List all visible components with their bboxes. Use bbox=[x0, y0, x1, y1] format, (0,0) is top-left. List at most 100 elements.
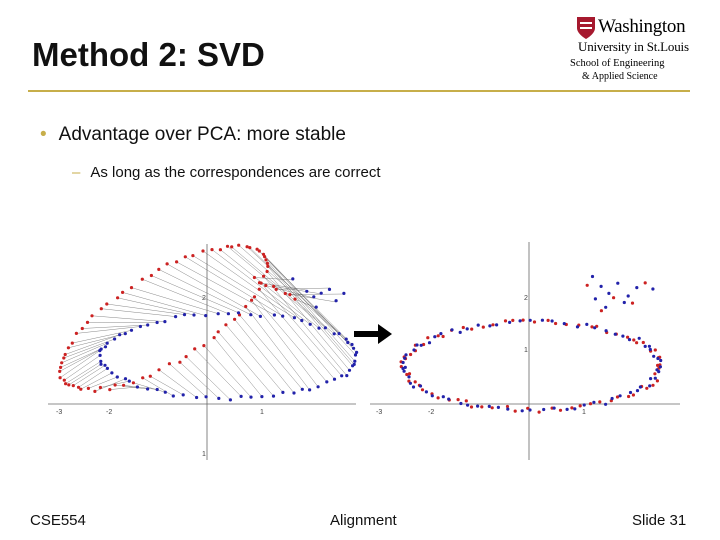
red-point bbox=[570, 406, 574, 410]
blue-point bbox=[635, 389, 640, 393]
red-point bbox=[175, 260, 179, 264]
blue-point bbox=[308, 388, 312, 392]
red-point bbox=[67, 383, 71, 387]
red-point bbox=[149, 273, 153, 278]
correspondence-line bbox=[225, 324, 284, 393]
blue-point bbox=[334, 299, 338, 303]
blue-point bbox=[123, 332, 127, 336]
footer-course: CSE554 bbox=[30, 512, 86, 529]
blue-point bbox=[327, 287, 332, 291]
blue-point bbox=[340, 374, 344, 378]
blue-point bbox=[105, 341, 109, 345]
blue-point bbox=[651, 287, 655, 291]
red-point bbox=[407, 372, 412, 376]
blue-point bbox=[300, 318, 304, 323]
blue-point bbox=[643, 344, 647, 348]
red-point bbox=[265, 261, 269, 265]
red-point bbox=[612, 296, 616, 300]
red-point bbox=[165, 262, 169, 266]
blue-point bbox=[656, 356, 660, 361]
correspondence-line bbox=[285, 293, 337, 303]
blue-point bbox=[325, 380, 329, 384]
blue-point-series bbox=[401, 274, 663, 413]
blue-point bbox=[562, 322, 566, 326]
blue-point bbox=[99, 362, 103, 366]
blue-point bbox=[419, 343, 423, 347]
blue-point bbox=[239, 394, 243, 398]
red-point bbox=[653, 372, 657, 376]
blue-point bbox=[216, 312, 220, 316]
red-point bbox=[578, 404, 582, 408]
blue-point bbox=[657, 370, 661, 374]
red-point-series bbox=[399, 281, 662, 414]
scatter-plot-before: -3 -2 1 2 1 bbox=[48, 243, 359, 460]
correspondence-line bbox=[238, 245, 340, 334]
correspondence-line bbox=[267, 266, 353, 366]
red-point bbox=[511, 318, 515, 322]
blue-point bbox=[618, 394, 622, 398]
correspondence-line bbox=[61, 343, 108, 363]
red-point bbox=[252, 295, 257, 299]
blue-point bbox=[638, 385, 642, 389]
blue-point bbox=[129, 328, 134, 332]
blue-point bbox=[648, 384, 652, 388]
x-tick-label: 1 bbox=[582, 409, 586, 416]
blue-point bbox=[402, 369, 406, 373]
red-point bbox=[490, 406, 494, 410]
correspondence-lines bbox=[59, 245, 357, 401]
correspondence-line bbox=[65, 361, 101, 384]
correspondence-line bbox=[218, 331, 274, 397]
blue-point bbox=[647, 344, 651, 348]
blue-point bbox=[308, 322, 312, 326]
correspondence-line bbox=[254, 277, 295, 281]
red-point bbox=[546, 318, 550, 322]
red-point bbox=[105, 302, 109, 306]
blue-point bbox=[610, 396, 614, 401]
blue-point bbox=[353, 353, 358, 357]
red-point bbox=[630, 301, 635, 305]
correspondence-line bbox=[231, 246, 335, 334]
blue-point bbox=[113, 337, 117, 341]
red-point bbox=[503, 319, 508, 323]
blue-point bbox=[593, 297, 597, 301]
blue-point bbox=[441, 395, 445, 399]
blue-point bbox=[495, 323, 499, 327]
scatter-plot-after: -3 -2 1 2 1 bbox=[370, 242, 680, 460]
red-point bbox=[248, 246, 252, 250]
blue-point bbox=[105, 366, 109, 370]
blue-point bbox=[192, 313, 196, 317]
correspondence-line bbox=[202, 250, 302, 321]
red-point bbox=[225, 244, 230, 248]
blue-point bbox=[592, 400, 596, 404]
correspondence-line bbox=[227, 246, 326, 328]
red-point bbox=[283, 291, 287, 296]
blue-point bbox=[476, 404, 480, 408]
correspondence-line bbox=[194, 348, 242, 397]
correspondence-line bbox=[59, 348, 102, 372]
blue-point bbox=[291, 277, 295, 281]
red-point bbox=[436, 396, 440, 400]
red-point bbox=[62, 378, 66, 382]
blue-point bbox=[458, 330, 462, 334]
blue-point bbox=[182, 313, 187, 317]
blue-point bbox=[217, 396, 221, 400]
correspondence-line bbox=[169, 363, 207, 397]
blue-point bbox=[316, 385, 320, 389]
blue-point bbox=[401, 366, 405, 371]
correspondence-line bbox=[101, 308, 176, 317]
correspondence-line bbox=[133, 382, 166, 393]
red-point bbox=[157, 267, 161, 271]
red-point bbox=[599, 309, 603, 313]
blue-point bbox=[292, 391, 296, 395]
correspondence-line bbox=[131, 287, 219, 314]
blue-point bbox=[550, 319, 554, 323]
blue-point bbox=[350, 342, 354, 347]
dash-icon: – bbox=[72, 164, 81, 181]
red-point bbox=[441, 334, 445, 339]
red-point bbox=[413, 380, 417, 384]
blue-point bbox=[118, 333, 122, 337]
blue-point bbox=[582, 403, 586, 407]
red-point bbox=[264, 258, 268, 262]
red-point bbox=[645, 386, 649, 390]
blue-point bbox=[332, 377, 337, 381]
